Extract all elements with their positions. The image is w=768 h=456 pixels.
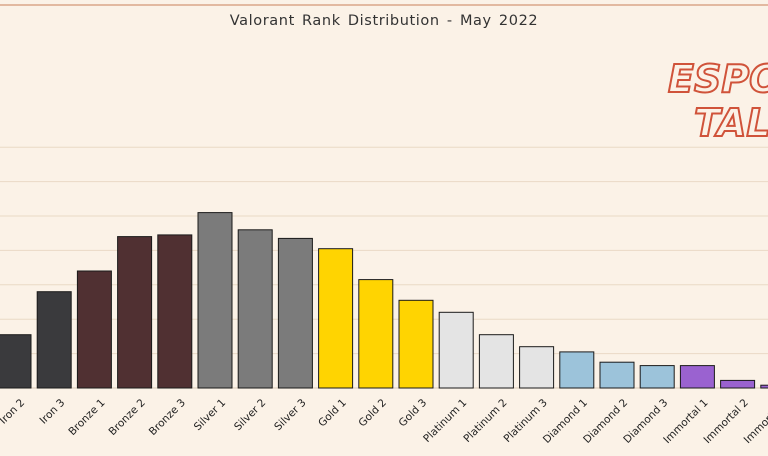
bar-gold-1 — [318, 248, 354, 389]
bar-iron-3 — [36, 291, 72, 389]
frame-border — [0, 4, 768, 6]
bar-platinum-3 — [519, 346, 555, 389]
tick-label-gold-3: Gold 3 — [397, 397, 430, 430]
bar-platinum-2 — [478, 334, 514, 389]
tick-label-silver-2: Silver 2 — [232, 397, 268, 433]
tick-label-gold-2: Gold 2 — [356, 397, 389, 430]
bar-diamond-1 — [559, 351, 595, 389]
tick-label-iron-2: Iron 2 — [0, 397, 27, 427]
logo-line-1: ESPO — [668, 57, 768, 101]
tick-label-iron-3: Iron 3 — [38, 397, 68, 427]
bar-silver-1 — [197, 212, 233, 389]
bar-silver-3 — [277, 237, 313, 389]
chart-title: Valorant Rank Distribution - May 2022 — [229, 13, 539, 29]
bar-bronze-2 — [117, 236, 153, 389]
bar-diamond-2 — [599, 361, 635, 389]
tick-label-silver-3: Silver 3 — [272, 397, 308, 433]
esports-tales-logo: ESPO TALE — [667, 56, 768, 146]
bars — [0, 212, 768, 389]
bar-gold-3 — [398, 299, 434, 389]
bar-silver-2 — [237, 229, 273, 389]
bar-bronze-3 — [157, 234, 193, 389]
tick-label-bronze-1: Bronze 1 — [66, 397, 107, 438]
tick-label-bronze-2: Bronze 2 — [107, 397, 148, 438]
tick-label-silver-1: Silver 1 — [192, 397, 228, 433]
tick-label-gold-1: Gold 1 — [316, 397, 349, 430]
logo-line-2: TALE — [694, 101, 768, 145]
bar-diamond-3 — [639, 365, 675, 389]
bar-immortal-2 — [720, 379, 756, 389]
bar-iron-2 — [0, 334, 32, 389]
bar-gold-2 — [358, 279, 394, 389]
tick-label-bronze-3: Bronze 3 — [147, 397, 188, 438]
bar-bronze-1 — [76, 270, 112, 389]
bar-platinum-1 — [438, 311, 474, 389]
bar-immortal-3 — [760, 384, 768, 389]
bar-immortal-1 — [679, 365, 715, 389]
